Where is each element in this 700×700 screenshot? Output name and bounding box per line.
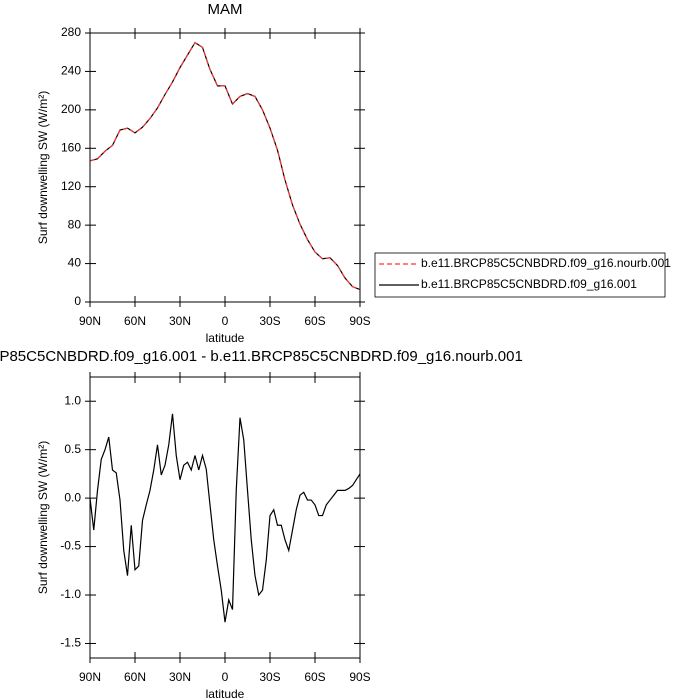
y-tick-label: -1.5: [60, 636, 81, 650]
y-tick-label: 160: [61, 140, 81, 154]
x-tick-label: 0: [222, 670, 229, 684]
y-tick-label: 0.5: [64, 442, 81, 456]
legend-label: b.e11.BRCP85C5CNBDRD.f09_g16.001: [421, 277, 637, 291]
y-axis-label: Surf downwelling SW (W/m²): [36, 441, 50, 594]
y-tick-label: 240: [61, 64, 81, 78]
x-tick-label: 30N: [169, 670, 191, 684]
x-tick-label: 90N: [79, 670, 101, 684]
legend-label: b.e11.BRCP85C5CNBDRD.f09_g16.nourb.001: [421, 256, 671, 270]
y-tick-label: -0.5: [60, 539, 81, 553]
y-tick-label: 1.0: [64, 393, 81, 407]
y-tick-label: 280: [61, 25, 81, 39]
plot-frame: [89, 376, 361, 659]
series-line: [89, 413, 361, 623]
x-tick-label: 30S: [259, 670, 280, 684]
x-axis-label: latitude: [206, 687, 245, 700]
y-tick-label: 120: [61, 179, 81, 193]
chart-title: MAM: [208, 1, 243, 18]
x-tick-label: 60N: [124, 670, 146, 684]
chart-title: b.e11.BRCP85C5CNBDRD.f09_g16.001 - b.e11…: [0, 348, 523, 365]
x-axis-label: latitude: [206, 331, 245, 345]
x-tick-label: 0: [222, 314, 229, 328]
x-tick-label: 30N: [169, 314, 191, 328]
x-tick-label: 60S: [304, 670, 325, 684]
x-tick-label: 60N: [124, 314, 146, 328]
y-tick-label: -1.0: [60, 587, 81, 601]
y-tick-label: 80: [68, 217, 82, 231]
y-axis-label: Surf downwelling SW (W/m²): [36, 91, 50, 244]
y-tick-label: 200: [61, 102, 81, 116]
y-tick-label: 40: [68, 256, 82, 270]
y-tick-label: 0: [74, 294, 81, 308]
x-tick-label: 90N: [79, 314, 101, 328]
x-tick-label: 90S: [349, 670, 370, 684]
y-tick-label: 0.0: [64, 490, 81, 504]
x-tick-label: 60S: [304, 314, 325, 328]
plot-frame: [89, 32, 361, 303]
x-tick-label: 90S: [349, 314, 370, 328]
legend-box: [374, 252, 666, 298]
x-tick-label: 30S: [259, 314, 280, 328]
series-line: [89, 41, 361, 291]
series-line: [89, 41, 361, 291]
